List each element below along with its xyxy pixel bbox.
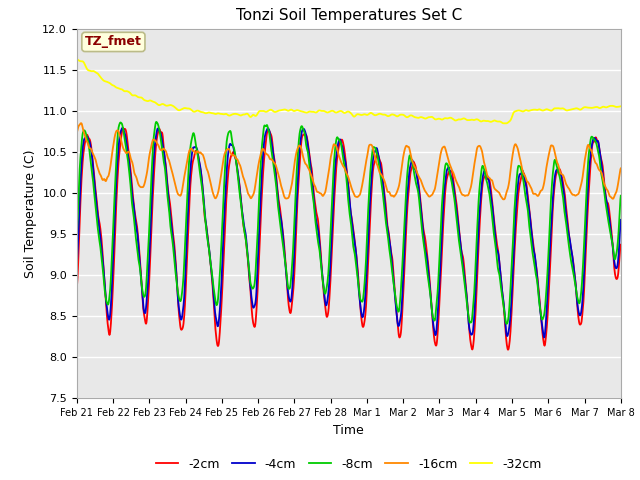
- -32cm: [115, 85, 123, 91]
- -2cm: [115, 155, 123, 160]
- -16cm: [500, 196, 508, 202]
- -16cm: [383, 186, 390, 192]
- -8cm: [617, 193, 625, 199]
- -16cm: [325, 167, 333, 173]
- -8cm: [502, 321, 510, 327]
- Line: -2cm: -2cm: [77, 128, 621, 350]
- -2cm: [504, 347, 512, 353]
- -8cm: [316, 245, 323, 251]
- -4cm: [304, 144, 312, 149]
- -4cm: [316, 237, 323, 243]
- -4cm: [325, 283, 333, 288]
- -32cm: [617, 103, 625, 109]
- -8cm: [73, 229, 81, 235]
- -32cm: [137, 95, 145, 100]
- -4cm: [138, 280, 145, 286]
- -8cm: [304, 150, 312, 156]
- -32cm: [315, 108, 323, 113]
- -8cm: [115, 123, 123, 129]
- -8cm: [137, 276, 145, 282]
- -2cm: [383, 215, 390, 221]
- -2cm: [316, 231, 323, 237]
- -16cm: [115, 131, 123, 136]
- -2cm: [617, 242, 625, 248]
- Line: -4cm: -4cm: [77, 128, 621, 337]
- -2cm: [304, 141, 312, 147]
- -2cm: [119, 125, 127, 131]
- -16cm: [73, 130, 81, 135]
- -8cm: [383, 225, 390, 231]
- Y-axis label: Soil Temperature (C): Soil Temperature (C): [24, 149, 36, 278]
- -2cm: [138, 277, 145, 283]
- -2cm: [325, 301, 333, 307]
- -4cm: [118, 125, 126, 131]
- -4cm: [617, 217, 625, 223]
- Title: Tonzi Soil Temperatures Set C: Tonzi Soil Temperatures Set C: [236, 9, 462, 24]
- -8cm: [152, 119, 160, 125]
- X-axis label: Time: Time: [333, 424, 364, 437]
- Line: -16cm: -16cm: [77, 123, 621, 199]
- -16cm: [617, 166, 625, 171]
- -32cm: [325, 109, 333, 115]
- -16cm: [138, 184, 145, 190]
- -32cm: [73, 57, 81, 62]
- -4cm: [73, 261, 81, 266]
- Line: -32cm: -32cm: [77, 60, 621, 123]
- -16cm: [77, 120, 85, 126]
- -2cm: [73, 284, 81, 289]
- -8cm: [325, 260, 333, 265]
- -32cm: [502, 120, 509, 126]
- -32cm: [304, 109, 312, 115]
- -4cm: [383, 220, 390, 226]
- -4cm: [115, 140, 123, 146]
- Line: -8cm: -8cm: [77, 122, 621, 324]
- -32cm: [383, 112, 390, 118]
- -16cm: [316, 190, 323, 196]
- -4cm: [540, 335, 548, 340]
- -16cm: [304, 165, 312, 171]
- Text: TZ_fmet: TZ_fmet: [85, 36, 142, 48]
- Legend: -2cm, -4cm, -8cm, -16cm, -32cm: -2cm, -4cm, -8cm, -16cm, -32cm: [151, 453, 547, 476]
